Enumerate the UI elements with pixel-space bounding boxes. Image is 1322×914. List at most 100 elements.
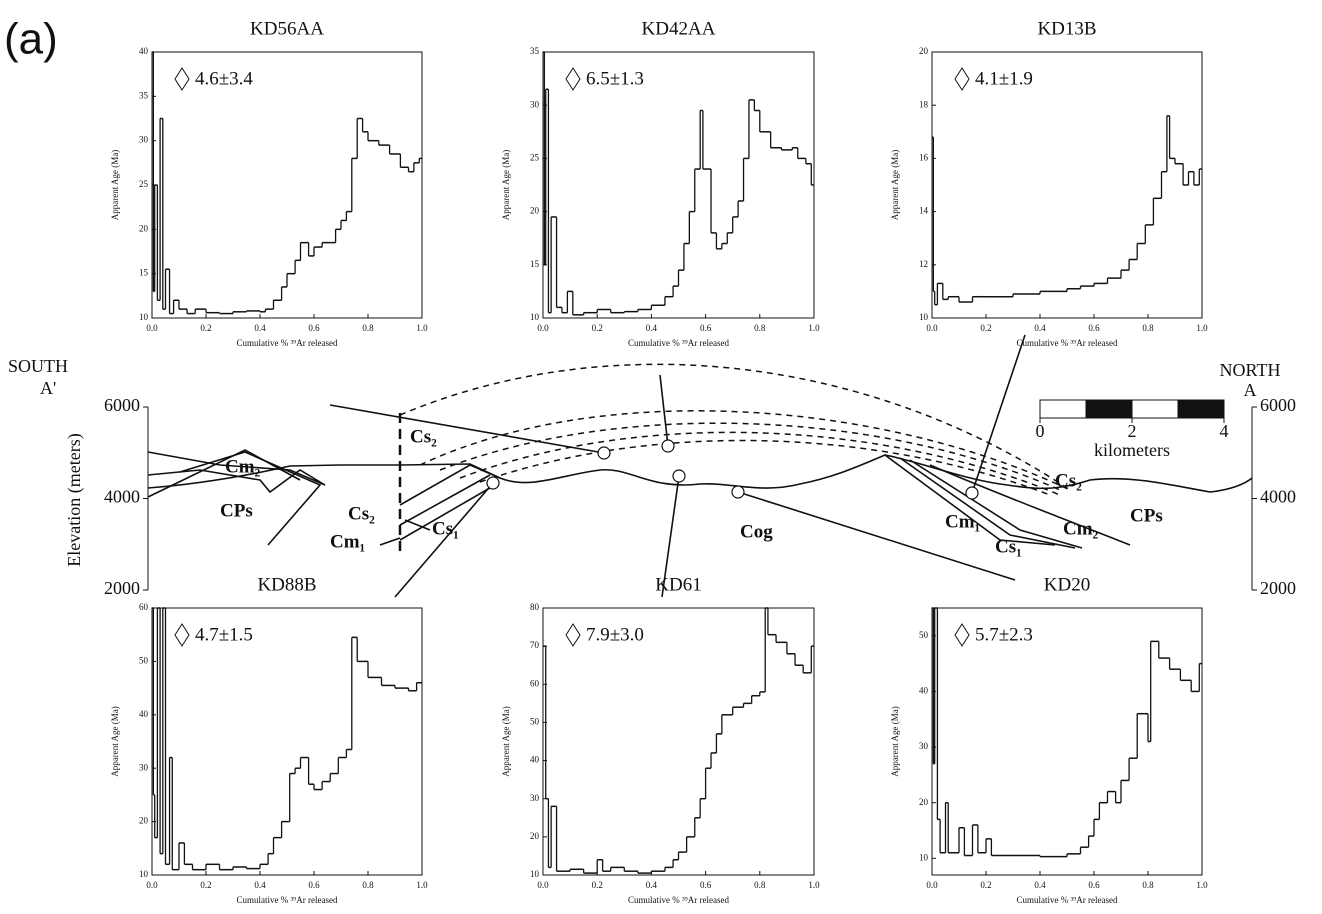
elevation-tick-label: 4000: [104, 487, 140, 507]
y-tick-label: 18: [919, 99, 929, 109]
y-tick-label: 35: [530, 46, 540, 56]
x-tick-label: 0.2: [980, 323, 991, 333]
x-axis-label: Cumulative % ³⁹Ar released: [1016, 338, 1118, 348]
y-tick-label: 15: [139, 268, 149, 278]
x-tick-label: 0.0: [537, 323, 549, 333]
y-tick-label: 60: [139, 602, 149, 612]
x-tick-label: 1.0: [1196, 880, 1208, 890]
south-mark: A': [40, 378, 56, 398]
y-axis-label: Apparent Age (Ma): [890, 150, 900, 220]
y-tick-label: 20: [530, 206, 540, 216]
x-axis-label: Cumulative % ³⁹Ar released: [1016, 895, 1118, 905]
y-tick-label: 20: [919, 46, 929, 56]
x-tick-label: 0.0: [146, 323, 158, 333]
chart-title: KD13B: [1037, 18, 1096, 39]
plot-frame: [931, 51, 1203, 319]
x-axis-label: Cumulative % ³⁹Ar released: [236, 338, 338, 348]
unit-label: Cs₁: [432, 518, 459, 539]
x-tick-label: 0.8: [1142, 880, 1154, 890]
y-tick-label: 80: [530, 602, 540, 612]
diamond-icon: [565, 623, 581, 647]
projected-beds: [399, 363, 1071, 496]
y-tick-label: 14: [919, 206, 929, 216]
unit-label: Cm₂: [1063, 518, 1099, 539]
y-tick-label: 20: [530, 831, 540, 841]
plot-frame: [931, 607, 1203, 876]
plot-frame: [151, 607, 423, 876]
x-tick-label: 0.4: [1034, 880, 1046, 890]
elevation-tick-label: 2000: [104, 578, 140, 598]
age-annotation: 7.9±3.0: [586, 624, 644, 645]
unit-label: Cs₂: [1055, 470, 1082, 491]
north-mark: A: [1244, 380, 1257, 400]
y-tick-label: 12: [919, 259, 928, 269]
unit-labels: Cm₂ Cs₂ CPs Cs₂ Cs₁ Cm₁ Cog Cs₂ Cm₁ Cm₂ Cs₁ CPs: [220, 426, 1163, 557]
x-tick-label: 0.4: [1034, 323, 1046, 333]
unit-label: Cs₂: [348, 503, 375, 524]
x-tick-label: 0.8: [754, 880, 766, 890]
y-tick-label: 20: [139, 223, 149, 233]
y-tick-label: 20: [919, 797, 929, 807]
y-tick-label: 10: [919, 312, 929, 322]
y-axis-label: Apparent Age (Ma): [110, 706, 120, 776]
x-tick-label: 0.0: [537, 880, 549, 890]
north-label: NORTH: [1220, 360, 1281, 380]
x-tick-label: 0.6: [308, 880, 320, 890]
y-tick-label: 10: [139, 869, 149, 879]
spectra: KD56AA 4.6±3.4 Cumulative % ³⁹Ar released A…: [110, 18, 1208, 905]
y-axis-label: Apparent Age (Ma): [890, 706, 900, 776]
x-tick-label: 0.4: [646, 880, 658, 890]
x-tick-label: 0.4: [254, 880, 266, 890]
unit-label: Cs₂: [410, 426, 437, 447]
diamond-icon: [954, 67, 970, 91]
x-tick-label: 0.6: [1088, 323, 1100, 333]
x-tick-label: 0.4: [254, 323, 266, 333]
x-axis-label: Cumulative % ³⁹Ar released: [236, 895, 338, 905]
x-tick-label: 0.2: [592, 880, 603, 890]
elevation-label: Elevation (meters): [64, 433, 85, 566]
y-tick-label: 40: [139, 709, 149, 719]
sample-sites: [486, 439, 979, 500]
y-tick-label: 10: [530, 312, 540, 322]
y-tick-label: 50: [919, 630, 929, 640]
age-annotation: 4.1±1.9: [975, 68, 1033, 89]
y-tick-label: 25: [530, 152, 540, 162]
panel-label: (a): [4, 15, 58, 64]
y-tick-label: 40: [919, 686, 929, 696]
age-annotation: 4.7±1.5: [195, 624, 253, 645]
cross-section-lines: [147, 334, 1253, 598]
x-tick-label: 0.8: [754, 323, 766, 333]
y-axis-label: Apparent Age (Ma): [501, 706, 511, 776]
x-tick-label: 0.8: [362, 323, 374, 333]
y-tick-label: 16: [919, 152, 929, 162]
y-tick-label: 40: [139, 46, 149, 56]
scale-bar: 0 2 4: [1036, 399, 1229, 441]
scale-tick-label: 2: [1128, 421, 1137, 441]
scale-segment: [1131, 399, 1179, 419]
y-tick-label: 35: [139, 90, 149, 100]
elevation-tick-label: 2000: [1260, 578, 1296, 598]
scale-tick-label: 0: [1036, 421, 1045, 441]
y-axis-label: Apparent Age (Ma): [110, 150, 120, 220]
chart-title: KD56AA: [250, 18, 324, 39]
x-tick-label: 1.0: [808, 880, 820, 890]
x-tick-label: 0.6: [700, 880, 712, 890]
x-tick-label: 0.2: [592, 323, 603, 333]
y-axis-label: Apparent Age (Ma): [501, 150, 511, 220]
x-tick-label: 0.0: [926, 880, 938, 890]
x-axis-label: Cumulative % ³⁹Ar released: [628, 338, 730, 348]
chart-title: KD88B: [257, 574, 316, 595]
chart-title: KD42AA: [642, 18, 716, 39]
x-tick-label: 1.0: [416, 880, 428, 890]
elevation-tick-label: 6000: [104, 395, 140, 415]
unit-label: CPs: [1130, 505, 1163, 526]
chart-title: KD61: [655, 574, 701, 595]
y-tick-label: 30: [139, 135, 149, 145]
x-tick-label: 0.6: [1088, 880, 1100, 890]
scale-segment: [1177, 399, 1225, 419]
elevation-tick-label: 4000: [1260, 487, 1296, 507]
x-tick-label: 1.0: [808, 323, 820, 333]
unit-label: Cs₁: [995, 536, 1022, 557]
age-annotation: 4.6±3.4: [195, 68, 253, 89]
